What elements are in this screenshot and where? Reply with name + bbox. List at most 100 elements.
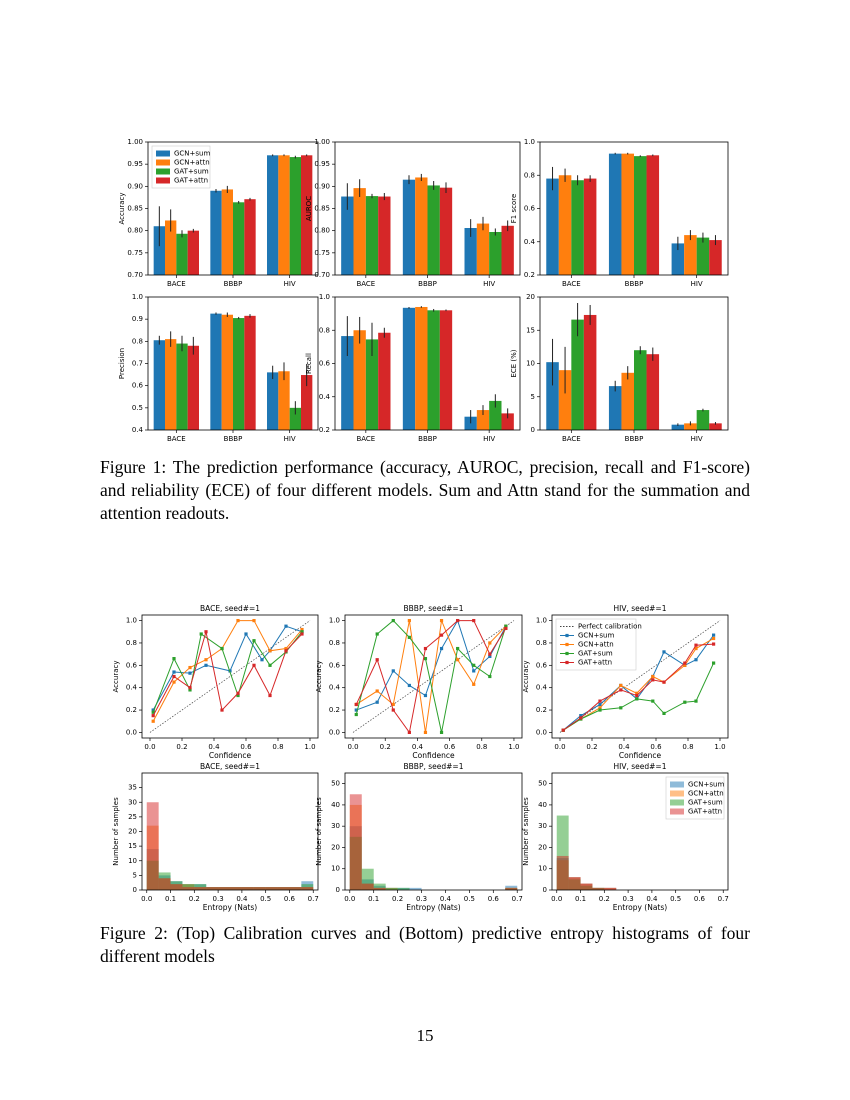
y-axis-label: AUROC [305, 196, 313, 221]
y-axis-label: Precision [118, 348, 126, 379]
subplot: 0.70 0.75 0.80 0.85 0.90 0.95 1.00 Accuracy BACE… [118, 138, 319, 288]
x-tick-label: 0.1 [575, 895, 586, 903]
marker [472, 669, 476, 673]
marker [619, 683, 623, 688]
bar [353, 330, 366, 430]
bar [646, 354, 660, 430]
x-tick-label: HIV [483, 280, 495, 288]
bar [415, 306, 428, 430]
y-tick-label: 0.95 [127, 160, 143, 168]
y-axis-label: Accuracy [112, 661, 120, 693]
plot-frame [539, 141, 729, 276]
line [152, 631, 303, 716]
y-tick-label: 0.75 [127, 249, 143, 257]
y-tick-label: 0.6 [536, 661, 548, 669]
bar [402, 307, 416, 430]
x-tick-label: BBBP [224, 435, 243, 443]
marker [252, 639, 256, 643]
y-tick-label: 0.4 [319, 393, 331, 401]
bar [210, 190, 222, 275]
x-tick-label: 0.0 [141, 895, 152, 903]
marker [354, 712, 358, 717]
subplot: 0 10 20 30 40 50 0.0 0.1 0.2 0.3 0.4 0.5 0.6 0.7 Numbe… [522, 762, 729, 912]
marker [712, 636, 716, 641]
bar [634, 156, 647, 275]
histogram-bar [556, 815, 569, 890]
marker [683, 663, 687, 667]
legend-label: Perfect calibration [578, 623, 642, 631]
bar [621, 153, 634, 275]
marker [268, 649, 272, 653]
x-tick-label: 0.6 [694, 895, 706, 903]
histogram-bar [556, 855, 569, 890]
marker [151, 719, 155, 723]
histogram-bar [409, 887, 422, 890]
x-tick-label: 0.0 [554, 743, 565, 751]
marker [391, 669, 395, 673]
y-tick-label: 0.4 [132, 426, 144, 434]
x-tick-label: 0.2 [176, 743, 187, 751]
x-tick-label: 0.5 [670, 895, 681, 903]
y-axis-label: Accuracy [522, 661, 530, 693]
y-tick-label: 0.75 [314, 249, 330, 257]
histogram-bar [182, 887, 195, 890]
marker [423, 730, 428, 735]
marker [188, 665, 192, 670]
marker [488, 652, 492, 656]
marker [204, 663, 208, 667]
marker [151, 708, 155, 712]
bar [341, 196, 354, 275]
marker [172, 657, 176, 661]
x-tick-label: 0.4 [646, 895, 658, 903]
y-tick-label: 15 [128, 842, 137, 850]
y-tick-label: 20 [331, 843, 340, 851]
histogram-bar [349, 794, 362, 890]
bar [365, 339, 379, 430]
legend-swatch [670, 790, 684, 797]
bar [267, 372, 279, 430]
bar [289, 157, 301, 275]
y-tick-label: 25 [128, 813, 137, 821]
x-tick-label: HIV [691, 435, 703, 443]
marker [598, 702, 602, 707]
marker [268, 663, 272, 667]
legend-swatch [156, 150, 170, 157]
x-tick-label: 0.7 [718, 895, 729, 903]
x-tick-label: 0.6 [488, 895, 500, 903]
bar [621, 372, 634, 430]
marker [220, 646, 224, 651]
x-tick-label: 0.4 [208, 743, 220, 751]
y-tick-label: 30 [538, 822, 547, 830]
marker [694, 699, 698, 703]
marker [456, 646, 460, 651]
y-tick-label: 5 [133, 871, 137, 879]
y-tick-label: 0.0 [329, 728, 340, 736]
marker [204, 630, 208, 634]
y-tick-label: 1.0 [126, 617, 137, 625]
y-axis-label: Recall [305, 353, 313, 374]
bar [427, 185, 440, 275]
x-tick-label: 1.0 [508, 743, 519, 751]
bar [696, 410, 710, 430]
marker [375, 689, 379, 693]
marker [407, 683, 411, 688]
x-tick-label: 0.6 [444, 743, 456, 751]
y-tick-label: 50 [331, 780, 340, 788]
y-tick-label: 0.8 [126, 639, 137, 647]
bar [378, 196, 391, 275]
x-tick-label: BACE [356, 435, 375, 443]
legend-swatch [156, 177, 170, 184]
x-tick-label: 1.0 [304, 743, 315, 751]
x-tick-label: HIV [284, 280, 296, 288]
marker [456, 618, 460, 623]
legend-label: GCN+attn [578, 641, 614, 649]
line [355, 619, 507, 733]
y-tick-label: 0.4 [536, 684, 548, 692]
bar [278, 371, 290, 430]
marker [662, 711, 666, 715]
y-tick-label: 0.5 [132, 404, 143, 412]
marker [472, 682, 476, 686]
marker [579, 716, 583, 720]
bar [583, 314, 597, 430]
